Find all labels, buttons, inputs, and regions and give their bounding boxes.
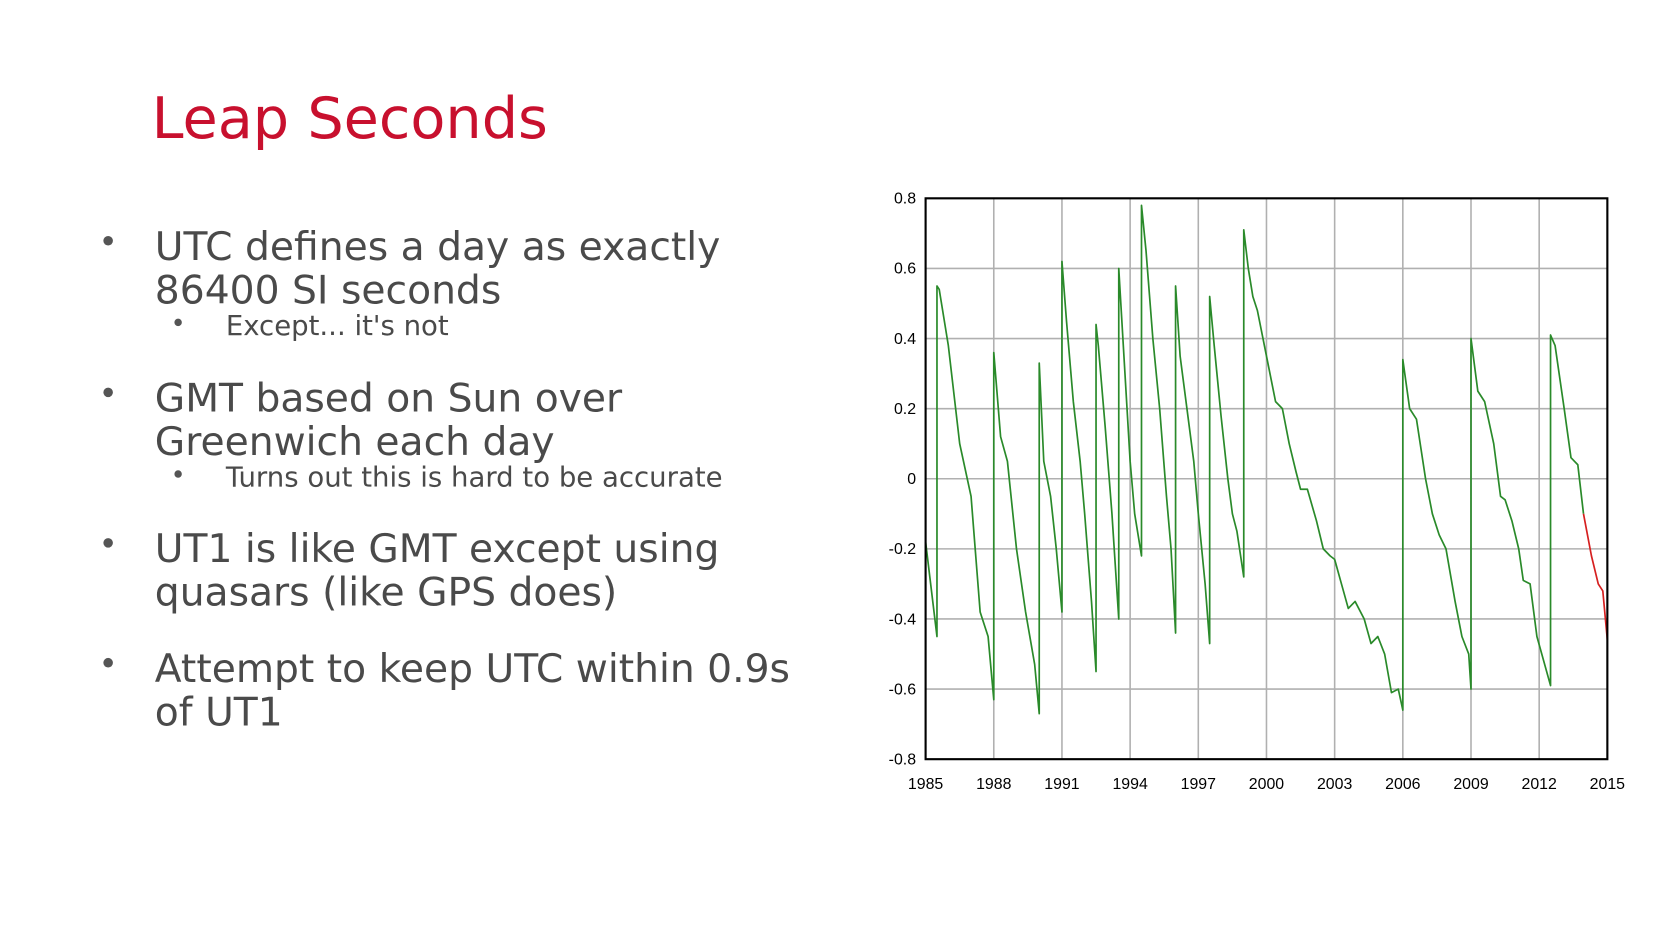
bullet-text: UTC defines a day as exactly: [155, 225, 721, 270]
bullet-text: UT1 is like GMT except using: [155, 527, 720, 572]
y-tick-label: -0.2: [889, 541, 917, 558]
y-tick-label: 0.4: [894, 331, 916, 348]
bullet-text: GMT based on Sun over: [155, 376, 623, 421]
plot-frame: [924, 197, 1609, 761]
x-tick-label: 2012: [1521, 776, 1557, 793]
bullet-text: Attempt to keep UTC within 0.9s: [155, 647, 790, 692]
y-tick-label: -0.6: [889, 681, 917, 698]
y-tick-label: -0.4: [889, 611, 917, 628]
slide-title: Leap Seconds: [152, 85, 548, 152]
bullet-dot: [103, 657, 113, 668]
y-tick-label: 0.8: [894, 191, 916, 208]
y-tick-label: 0: [907, 471, 916, 488]
x-tick-label: 2015: [1590, 776, 1626, 793]
x-tick-label: 1997: [1181, 776, 1217, 793]
bullet-text: 86400 SI seconds: [155, 268, 501, 313]
sub-bullet-text: Turns out this is hard to be accurate: [225, 462, 723, 494]
y-tick-label: -0.8: [889, 751, 917, 768]
x-tick-label: 1994: [1112, 776, 1148, 793]
x-tick-label: 1985: [908, 776, 944, 793]
bullet-text: of UT1: [155, 690, 283, 735]
bullet-text: quasars (like GPS does): [155, 570, 617, 615]
bullet-dot: [103, 538, 113, 548]
data-line: [1582, 513, 1609, 641]
x-tick-label: 2009: [1453, 776, 1489, 793]
sub-bullet-dot: [174, 470, 182, 478]
sub-bullet-dot: [174, 318, 182, 327]
bullet-text: Greenwich each day: [155, 420, 555, 465]
x-tick-label: 2000: [1249, 776, 1285, 793]
x-tick-label: 2003: [1317, 776, 1353, 793]
sub-bullet-text: Except... it's not: [226, 310, 449, 342]
y-tick-label: 0.2: [894, 401, 916, 418]
bullet-dot: [103, 387, 113, 398]
bullet-dot: [103, 235, 113, 246]
y-tick-label: 0.6: [894, 261, 916, 278]
x-tick-label: 2006: [1385, 776, 1421, 793]
x-tick-label: 1988: [976, 776, 1012, 793]
data-line: [924, 204, 1585, 715]
x-tick-label: 1991: [1044, 776, 1080, 793]
